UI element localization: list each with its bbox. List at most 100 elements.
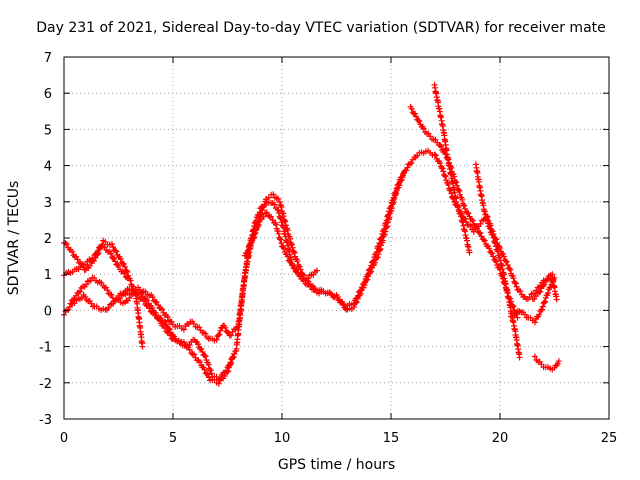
data-point <box>412 110 418 117</box>
data-point <box>360 280 367 287</box>
data-point <box>431 151 438 158</box>
data-point <box>378 234 385 241</box>
data-point <box>111 255 118 262</box>
data-point <box>539 306 546 313</box>
data-point <box>294 258 301 265</box>
data-point <box>112 258 119 265</box>
data-point <box>153 312 160 319</box>
data-point <box>415 117 422 124</box>
data-point <box>484 216 491 223</box>
data-point <box>368 262 375 269</box>
data-point <box>537 288 544 295</box>
data-point <box>489 231 496 238</box>
data-point <box>278 240 285 247</box>
data-point <box>533 293 539 300</box>
data-point <box>114 261 121 268</box>
data-point <box>156 317 163 324</box>
data-point <box>477 230 484 237</box>
data-point <box>370 257 377 264</box>
data-point <box>67 300 74 307</box>
data-point <box>489 250 496 257</box>
data-point <box>82 293 89 300</box>
data-point <box>167 332 174 339</box>
data-point <box>126 295 133 301</box>
data-point <box>513 283 520 290</box>
data-point <box>454 182 461 189</box>
data-point <box>507 266 514 273</box>
data-point <box>481 208 488 215</box>
y-tick-label: 3 <box>44 196 52 211</box>
data-point <box>480 236 487 243</box>
data-point <box>110 244 117 251</box>
data-point <box>369 258 376 265</box>
data-point <box>202 353 209 360</box>
data-point <box>138 289 145 296</box>
series-track-5 <box>115 286 238 387</box>
x-tick-label: 5 <box>169 431 177 446</box>
data-point <box>198 346 205 352</box>
data-point <box>275 230 282 237</box>
data-point <box>420 125 427 132</box>
y-tick-label: 0 <box>44 304 52 319</box>
data-point <box>230 353 237 360</box>
data-point <box>201 366 208 373</box>
data-point <box>553 296 560 303</box>
data-point <box>541 281 548 288</box>
data-point <box>277 236 283 242</box>
data-point <box>228 359 235 366</box>
data-point <box>413 113 420 120</box>
data-point <box>517 288 524 295</box>
series-track-6 <box>241 147 556 311</box>
data-point <box>464 209 471 216</box>
x-axis-label: GPS time / hours <box>277 457 396 473</box>
data-point <box>516 354 523 361</box>
data-point <box>539 303 546 310</box>
data-point <box>105 304 112 311</box>
data-point <box>94 247 101 254</box>
data-point <box>469 217 476 224</box>
data-point <box>280 245 287 252</box>
data-point <box>445 181 452 188</box>
data-point <box>531 353 538 360</box>
series-track-7 <box>407 103 521 321</box>
data-point <box>531 319 538 326</box>
data-point <box>101 244 108 251</box>
data-point <box>83 281 90 288</box>
data-point <box>155 316 162 323</box>
data-point <box>261 202 268 209</box>
data-point <box>159 306 166 313</box>
data-point <box>350 301 357 308</box>
data-layer <box>61 81 562 387</box>
data-point <box>205 361 212 368</box>
data-point <box>231 350 238 357</box>
data-point <box>462 215 469 222</box>
data-point <box>149 294 156 301</box>
data-point <box>71 295 78 302</box>
data-point <box>207 367 214 374</box>
data-point <box>365 271 371 278</box>
series-track-11 <box>531 353 562 373</box>
data-point <box>149 305 156 311</box>
data-point <box>481 237 488 244</box>
data-point <box>477 220 484 227</box>
y-tick-label: -1 <box>39 341 52 356</box>
y-tick-label: 7 <box>44 51 52 66</box>
data-point <box>89 255 96 262</box>
data-point <box>86 262 93 269</box>
data-point <box>554 360 561 367</box>
data-point <box>256 215 263 222</box>
data-point <box>453 199 460 205</box>
data-point <box>215 332 222 339</box>
data-point <box>270 191 277 198</box>
data-point <box>225 368 232 375</box>
data-point <box>335 294 341 301</box>
data-point <box>486 245 493 252</box>
data-point <box>357 287 364 294</box>
data-point <box>474 225 481 232</box>
data-point <box>195 341 202 348</box>
data-point <box>395 181 402 188</box>
data-point <box>127 277 134 284</box>
series-track-2 <box>61 243 131 281</box>
data-point <box>503 258 510 265</box>
